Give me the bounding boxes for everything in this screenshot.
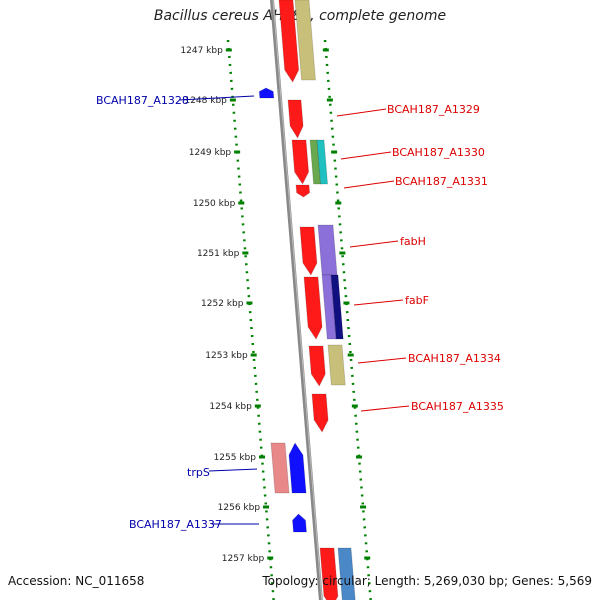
gene-reverse-arrow — [291, 513, 308, 533]
gene-annotation-bar — [337, 547, 356, 600]
gene-label[interactable]: BCAH187_A1328 — [96, 94, 189, 107]
gene-leader-line — [353, 299, 404, 306]
tick-track-left — [225, 39, 275, 600]
tick-track-line-left — [226, 39, 275, 600]
tick-label: 1251 kbp — [197, 249, 240, 259]
tick-label: 1249 kbp — [189, 148, 232, 158]
gene-forward-arrow — [311, 393, 329, 433]
gene-label[interactable]: BCAH187_A1329 — [387, 103, 480, 116]
backbone-highlight — [272, 0, 323, 600]
gene-leader-line — [357, 357, 407, 364]
gene-leader-line — [178, 95, 255, 101]
gene-label[interactable]: BCAH187_A1331 — [395, 175, 488, 188]
gene-leader-line — [343, 180, 395, 189]
tick-label: 1252 kbp — [201, 299, 244, 309]
gene-leader-line — [360, 405, 410, 412]
gene-label[interactable]: BCAH187_A1334 — [408, 352, 501, 365]
gene-label[interactable]: trpS — [187, 466, 210, 479]
topology-text: Topology: circular; Length: 5,269,030 bp… — [262, 574, 592, 588]
gene-forward-arrow — [299, 226, 318, 276]
gene-annotation-bar — [317, 224, 338, 276]
tick-track-line-right — [323, 39, 372, 600]
gene-leader-line — [208, 468, 258, 472]
gene-leader-line — [340, 151, 392, 160]
accession-text: Accession: NC_011658 — [8, 574, 145, 588]
gene-reverse-arrow — [288, 442, 307, 494]
gene-reverse-arrow — [258, 87, 275, 99]
gene-label[interactable]: BCAH187_A1335 — [411, 400, 504, 413]
backbone-line — [270, 0, 323, 600]
gene-forward-arrow — [278, 0, 300, 83]
gene-forward-arrow — [308, 345, 326, 387]
tick-label: 1257 kbp — [222, 554, 265, 564]
feature-track — [258, 0, 356, 600]
gene-annotation-bar — [270, 442, 290, 494]
tick-label: 1247 kbp — [180, 46, 223, 56]
gene-labels: BCAH187_A1329 BCAH187_A1330 BCAH187_A1331f… — [96, 94, 504, 531]
tick-track-right — [322, 39, 372, 600]
gene-label[interactable]: BCAH187_A1330 — [392, 146, 485, 159]
gene-annotation-bar — [330, 274, 344, 340]
backbone — [270, 0, 323, 600]
gene-leader-line — [349, 240, 399, 248]
tick-label: 1250 kbp — [193, 199, 236, 209]
gene-forward-arrow — [295, 184, 311, 198]
tick-label: 1255 kbp — [214, 453, 257, 463]
gene-forward-arrow — [291, 139, 310, 185]
gene-annotation-bar — [316, 139, 329, 185]
tick-label: 1253 kbp — [205, 351, 248, 361]
tick-labels: 1247 kbp 1248 kbp 1249 kbp 1250 kbp 1251 kbp… — [180, 46, 264, 564]
gene-label[interactable]: BCAH187_A1337 — [129, 518, 222, 531]
tick-label: 1248 kbp — [184, 96, 227, 106]
tick-label: 1254 kbp — [209, 402, 252, 412]
gene-annotation-bar — [294, 0, 317, 81]
gene-label[interactable]: fabF — [405, 294, 429, 307]
gene-leader-line — [336, 108, 387, 117]
gene-forward-arrow — [319, 547, 339, 600]
gene-annotation-bar — [327, 344, 346, 386]
gene-label[interactable]: fabH — [400, 235, 426, 248]
gene-forward-arrow — [287, 99, 304, 140]
gene-forward-arrow — [303, 276, 323, 340]
tick-label: 1256 kbp — [218, 503, 261, 513]
